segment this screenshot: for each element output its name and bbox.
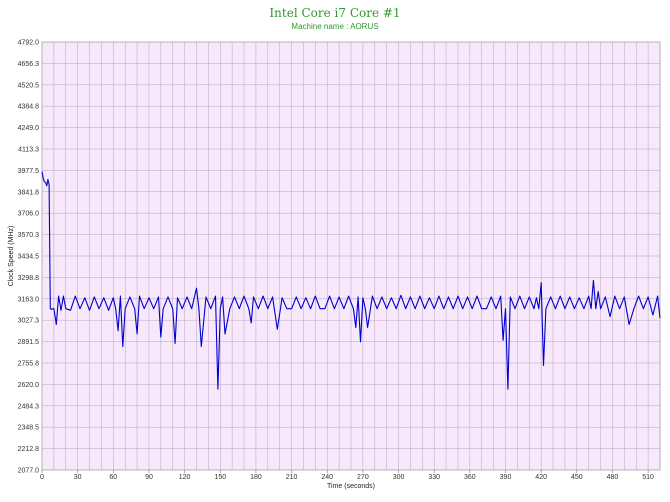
y-tick-label: 4792.0	[18, 40, 40, 47]
x-tick-label: 150	[214, 474, 226, 481]
y-tick-label: 3706.0	[18, 211, 40, 218]
y-tick-label: 2348.5	[18, 425, 40, 432]
y-tick-label: 3027.3	[18, 318, 40, 325]
y-tick-label: 3298.8	[18, 275, 40, 282]
y-tick-label: 2755.8	[18, 360, 40, 367]
y-tick-label: 4113.3	[18, 146, 39, 153]
chart-subtitle: Machine name : AORUS	[291, 22, 379, 31]
y-tick-label: 3570.3	[18, 232, 40, 239]
x-tick-label: 120	[179, 474, 191, 481]
y-tick-label: 3434.5	[18, 254, 40, 261]
y-tick-label: 4249.0	[18, 125, 40, 132]
y-tick-label: 2484.3	[18, 403, 40, 410]
y-tick-label: 3977.5	[18, 168, 40, 175]
x-tick-label: 30	[74, 474, 82, 481]
x-tick-label: 360	[464, 474, 476, 481]
y-tick-label: 2212.8	[18, 446, 40, 453]
x-tick-label: 210	[286, 474, 298, 481]
x-tick-label: 420	[535, 474, 547, 481]
x-tick-label: 330	[428, 474, 440, 481]
x-tick-label: 270	[357, 474, 369, 481]
x-tick-label: 390	[500, 474, 512, 481]
y-tick-label: 4384.8	[18, 104, 40, 111]
y-axis-label: Clock Speed (MHz)	[8, 226, 15, 287]
x-tick-label: 60	[109, 474, 117, 481]
x-tick-label: 480	[607, 474, 619, 481]
x-tick-label: 300	[393, 474, 405, 481]
y-tick-label: 4656.3	[18, 61, 40, 68]
y-tick-label: 3163.0	[18, 296, 40, 303]
x-tick-label: 0	[40, 474, 44, 481]
x-axis-ticks: 0 30 60 90 120 150 180 210 240 270 300 330 360 390 420…	[40, 470, 654, 481]
grid-lines	[42, 42, 660, 470]
y-axis-ticks: 2077.0 2212.8 2348.5 2484.3 2620.0 2755.8 2891…	[18, 40, 40, 475]
y-tick-label: 2891.5	[18, 339, 40, 346]
y-tick-label: 2620.0	[18, 382, 40, 389]
x-tick-label: 510	[642, 474, 654, 481]
x-tick-label: 450	[571, 474, 583, 481]
chart-title: Intel Core i7 Core #1	[269, 6, 401, 20]
y-tick-label: 2077.0	[18, 468, 40, 475]
x-tick-label: 90	[145, 474, 153, 481]
x-tick-label: 180	[250, 474, 262, 481]
x-axis-label: Time (seconds)	[327, 483, 375, 490]
y-tick-label: 4520.5	[18, 82, 40, 89]
x-tick-label: 240	[321, 474, 333, 481]
y-tick-label: 3841.8	[18, 189, 40, 196]
series-group	[41, 171, 661, 390]
series-line-0	[41, 171, 661, 390]
